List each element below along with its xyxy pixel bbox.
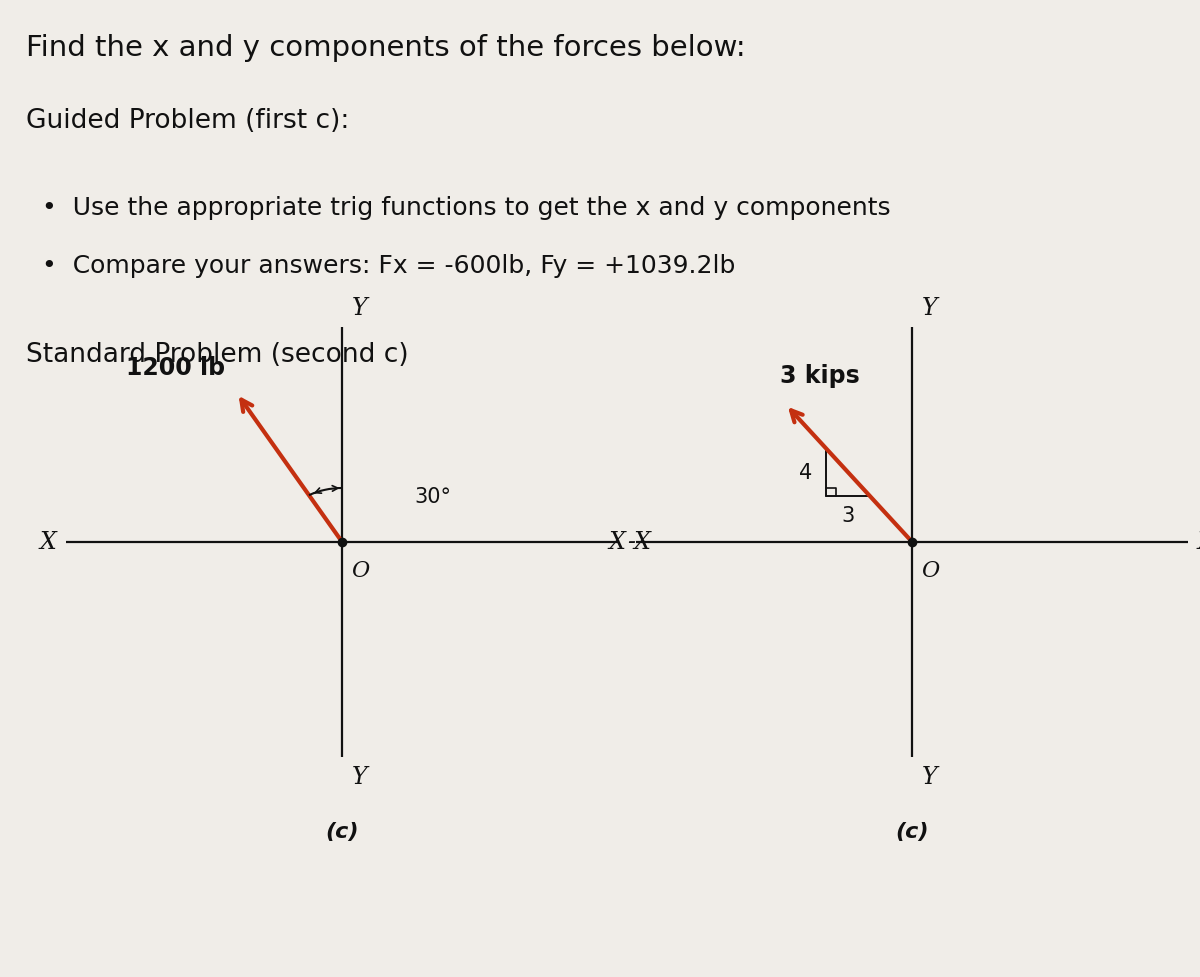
Text: Y: Y bbox=[922, 296, 937, 319]
Text: 3 kips: 3 kips bbox=[780, 363, 859, 388]
Text: -X: -X bbox=[628, 531, 652, 554]
Text: 30°: 30° bbox=[414, 487, 451, 506]
Text: 3: 3 bbox=[841, 506, 854, 526]
Text: •  Compare your answers: Fx = -600lb, Fy = +1039.2lb: • Compare your answers: Fx = -600lb, Fy … bbox=[42, 254, 736, 278]
Text: 4: 4 bbox=[799, 463, 812, 483]
Text: Standard Problem (second c): Standard Problem (second c) bbox=[26, 342, 409, 368]
Text: Find the x and y components of the forces below:: Find the x and y components of the force… bbox=[26, 34, 746, 63]
Text: (c): (c) bbox=[895, 821, 929, 840]
Text: Y: Y bbox=[352, 765, 367, 788]
Text: 1200 lb: 1200 lb bbox=[126, 356, 226, 379]
Text: O: O bbox=[922, 560, 940, 581]
Text: Y: Y bbox=[352, 296, 367, 319]
Text: (c): (c) bbox=[325, 821, 359, 840]
Text: Guided Problem (first c):: Guided Problem (first c): bbox=[26, 107, 349, 134]
Text: -X: -X bbox=[602, 531, 626, 554]
Text: O: O bbox=[352, 560, 370, 581]
Text: X: X bbox=[40, 531, 56, 554]
Text: •  Use the appropriate trig functions to get the x and y components: • Use the appropriate trig functions to … bbox=[42, 195, 890, 220]
Text: X: X bbox=[1198, 531, 1200, 554]
Text: Y: Y bbox=[922, 765, 937, 788]
